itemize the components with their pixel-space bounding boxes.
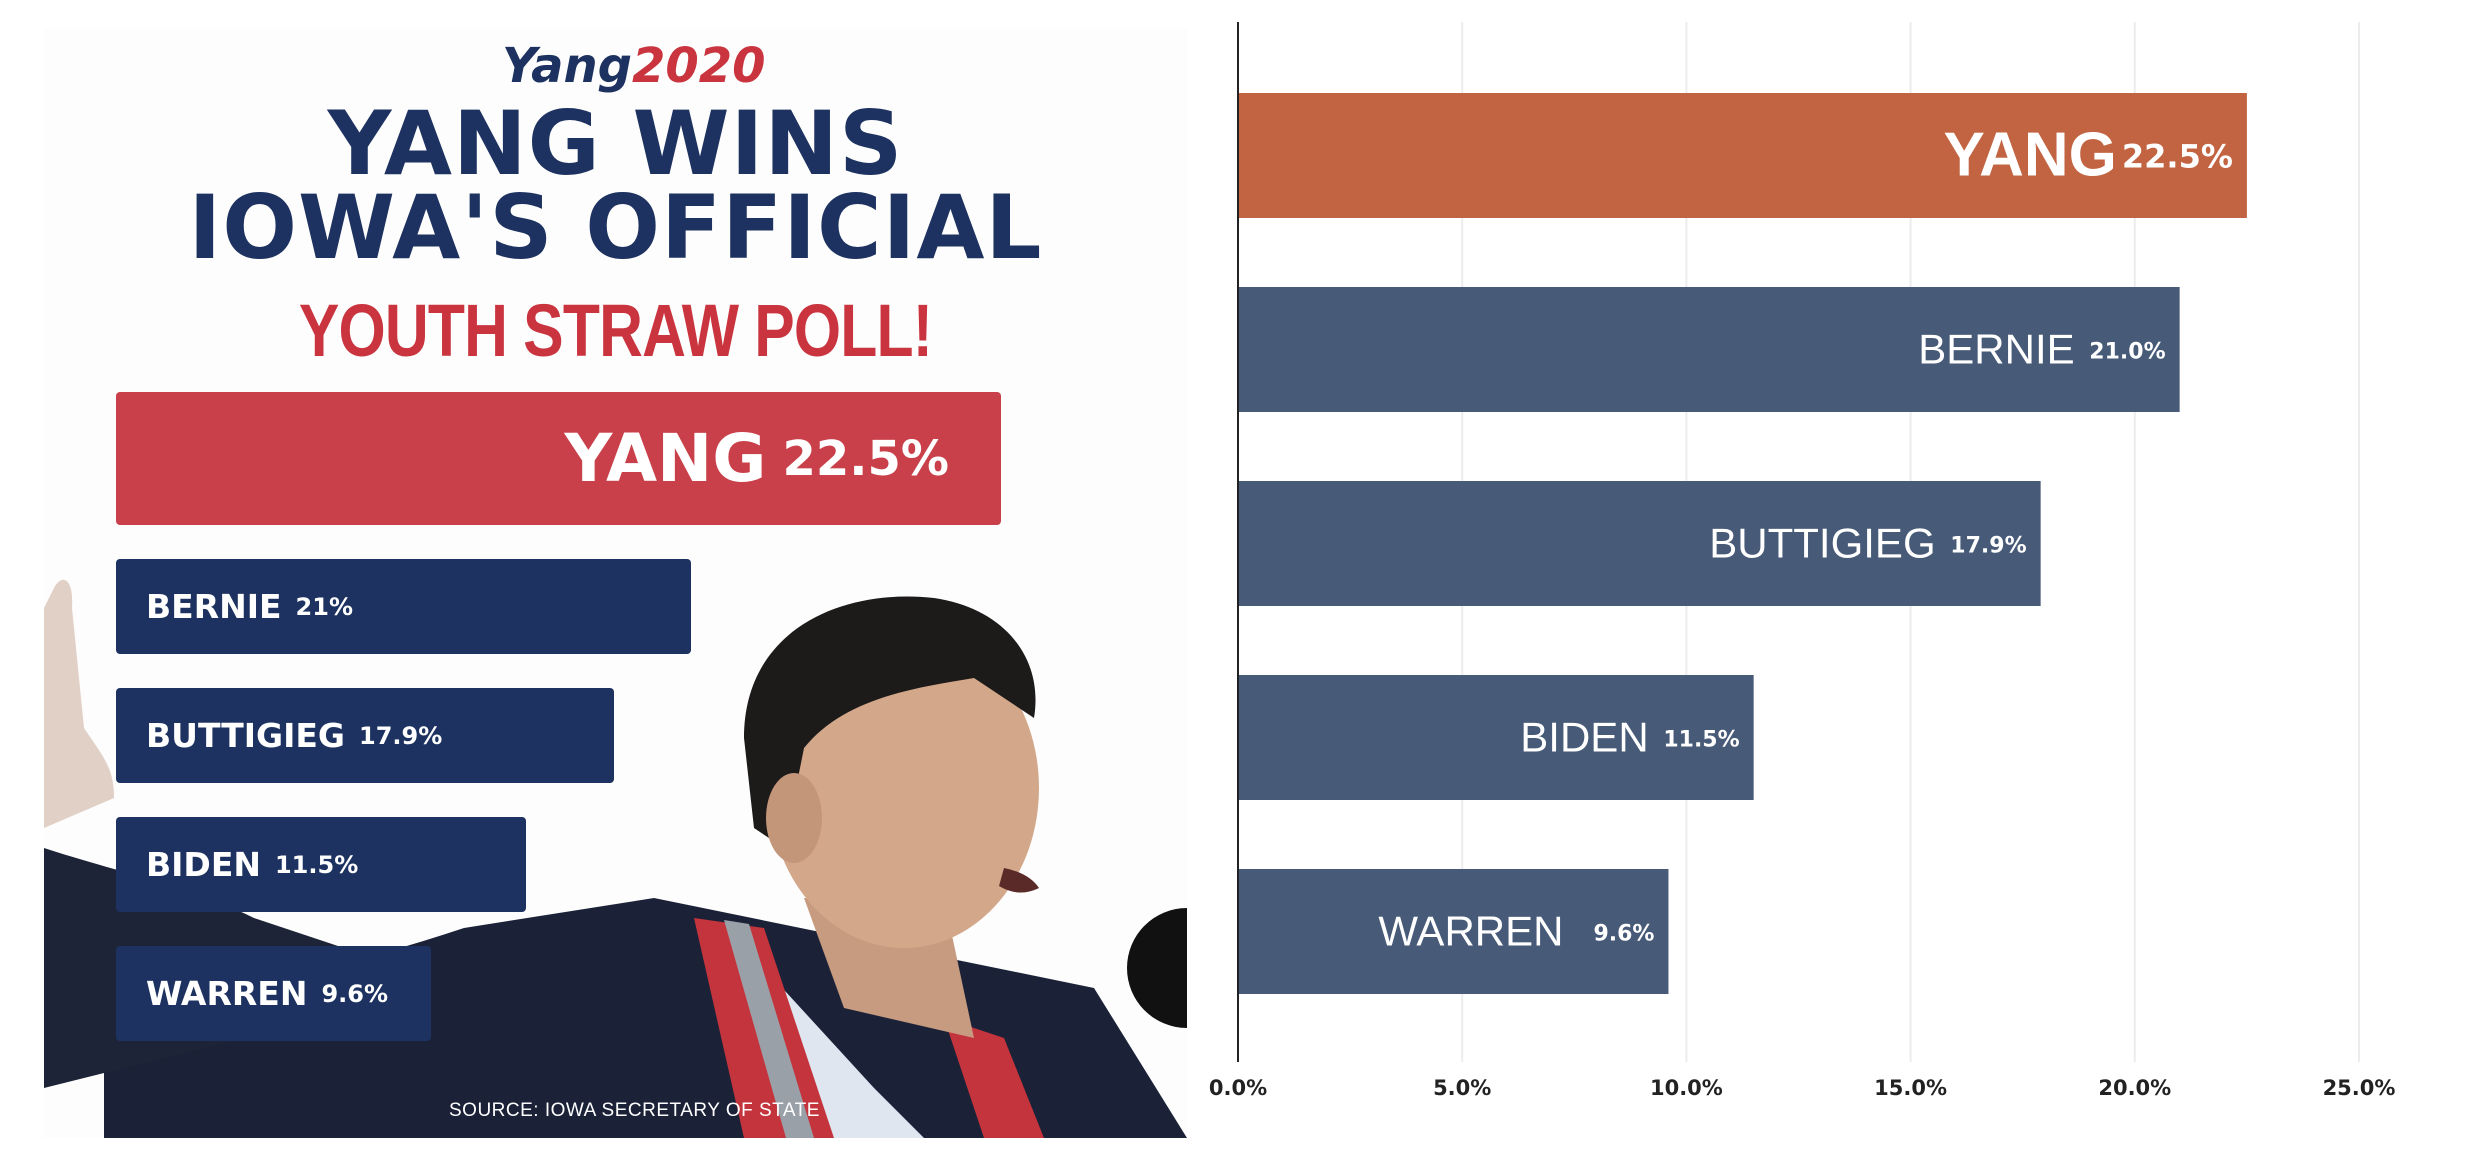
bar-category-label: BIDEN — [1520, 714, 1648, 761]
poster-bar-yang: YANG 22.5% — [116, 392, 1001, 525]
poster-bar-value: 11.5% — [274, 850, 359, 879]
bar-buttigieg — [1238, 481, 2041, 606]
x-tick-label: 0.0% — [1209, 1076, 1267, 1100]
x-tick-label: 20.0% — [2098, 1076, 2171, 1100]
x-tick-label: 5.0% — [1433, 1076, 1491, 1100]
poster-bar-value: 17.9% — [359, 721, 443, 750]
x-tick-label: 10.0% — [1650, 1076, 1723, 1100]
bar-chart: 22.5% YANG 21.0% BERNIE 17.9% BUTTIGIEG 11.5% B… — [1187, 0, 2486, 1164]
bar-warren — [1238, 869, 1669, 994]
poster-bar-buttigieg: BUTTIGIEG 17.9% — [116, 688, 614, 783]
bar-chart-svg: 22.5%YANG 21.0% BERNIE 17.9% BUTTIGIEG 11.5% B… — [1209, 22, 2396, 1100]
logo-year: 2020 — [631, 38, 766, 94]
poster-bar-label: BUTTIGIEG — [146, 716, 345, 755]
poster-bar-value: 9.6% — [321, 979, 389, 1008]
poster-bar-value: 21% — [295, 592, 353, 621]
campaign-logo: Yang2020 — [502, 34, 766, 98]
poster-bar-warren: WARREN 9.6% — [116, 946, 431, 1041]
bar-category-label: BUTTIGIEG — [1709, 520, 1935, 567]
poster-bar-label: WARREN — [146, 974, 308, 1013]
source-note: SOURCE: IOWA SECRETARY OF STATE — [449, 1100, 820, 1121]
bar-value-label: 21.0% — [2089, 340, 2165, 365]
bar-category-label: YANG — [1943, 121, 2116, 190]
poster-bar-biden: BIDEN 11.5% — [116, 817, 526, 912]
bar-value-label: 17.9% — [1950, 534, 2026, 559]
bar-value-label: 11.5% — [1663, 728, 1739, 753]
x-tick-label: 15.0% — [1874, 1076, 1947, 1100]
poster-bar-value: 22.5% — [782, 430, 949, 487]
poster-bar-label: YANG — [564, 420, 767, 497]
poster-panel: Yang2020 YANG WINS IOWA'S OFFICIAL YOUTH… — [44, 28, 1187, 1138]
x-tick-label: 25.0% — [2323, 1076, 2396, 1100]
headline-line-2: IOWA'S OFFICIAL — [188, 176, 1043, 279]
poster-bar-bernie: BERNIE 21% — [116, 559, 691, 654]
bar-category-label: WARREN — [1378, 908, 1563, 955]
poster-bar-label: BERNIE — [146, 587, 282, 626]
bar-bernie — [1238, 287, 2180, 412]
headline-line-1: YANG WINS — [327, 92, 904, 195]
poster-bar-label: BIDEN — [146, 845, 261, 884]
logo-name: Yang — [502, 38, 632, 94]
bar-biden — [1238, 675, 1754, 800]
bar-category-label: BERNIE — [1918, 326, 2074, 373]
bar-yang — [1238, 93, 2247, 218]
headline-line-3: YOUTH STRAW POLL! — [298, 289, 933, 372]
bar-value-label: 9.6% — [1593, 922, 1654, 947]
bar-value-label: 22.5% — [2122, 138, 2233, 176]
